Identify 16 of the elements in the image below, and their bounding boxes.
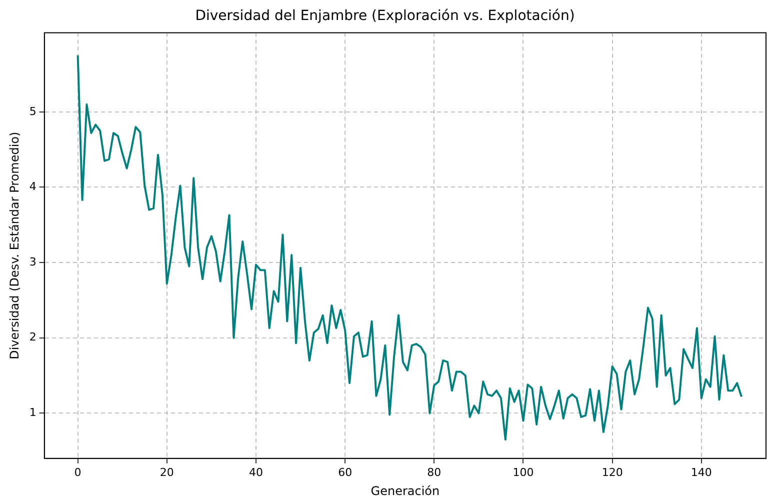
y-tick-label: 1: [29, 406, 36, 420]
x-tick-label: 80: [427, 466, 442, 479]
x-tick-label: 60: [338, 466, 352, 479]
x-tick-label: 120: [602, 466, 623, 479]
x-tick-label: 100: [512, 466, 534, 479]
chart-title: Diversidad del Enjambre (Exploración vs. Explotación): [195, 8, 575, 24]
x-tick-label: 0: [74, 466, 82, 479]
y-tick-label: 5: [29, 104, 36, 118]
y-axis-title: Diversidad (Desv. Estándar Promedio): [7, 132, 22, 360]
x-tick-label: 140: [690, 466, 712, 479]
x-tick-label: 20: [160, 466, 174, 479]
y-tick-label: 3: [29, 255, 36, 268]
y-tick-label: 4: [29, 180, 36, 194]
x-axis-title: Generación: [370, 484, 440, 498]
y-tick-label: 2: [29, 330, 36, 344]
x-tick-label: 40: [248, 466, 263, 479]
